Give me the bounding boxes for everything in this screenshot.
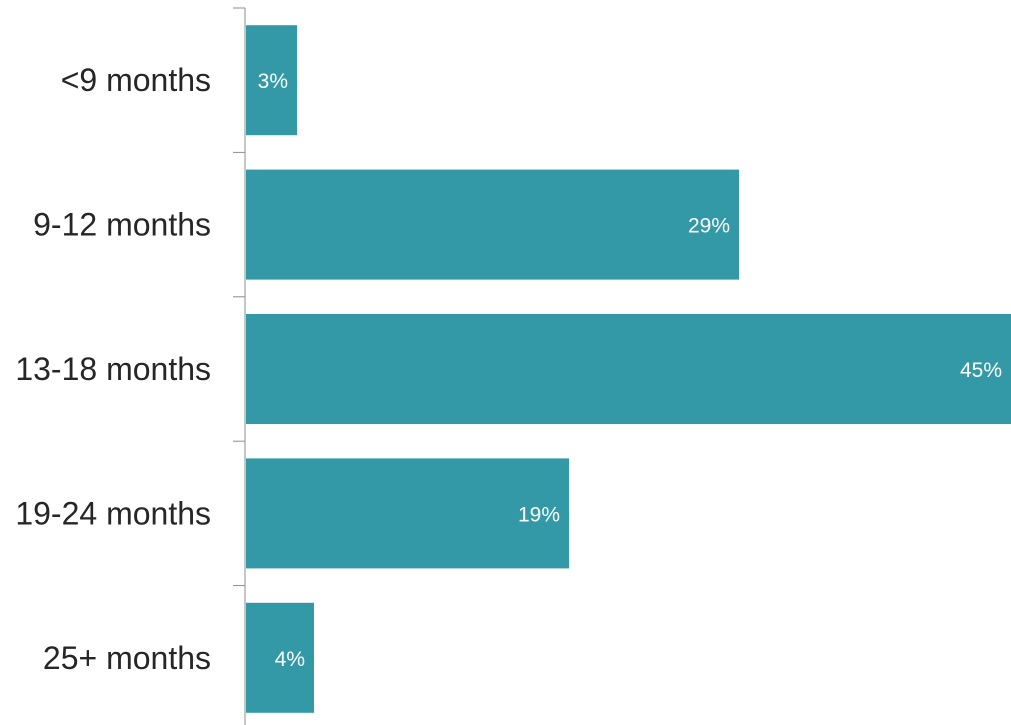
labels-group: <9 months 3% 9-12 months 29% 13-18 months 45%…	[15, 62, 1002, 676]
bar	[246, 25, 297, 136]
bar	[246, 458, 569, 569]
value-label: 29%	[688, 215, 730, 238]
category-axis	[233, 7, 246, 725]
category-label: 19-24 months	[15, 495, 211, 531]
category-label: 25+ months	[43, 640, 211, 676]
bar	[246, 314, 1011, 424]
bar	[246, 169, 739, 280]
value-label: 3%	[258, 70, 288, 93]
value-label: 4%	[275, 648, 305, 671]
bars-group	[246, 25, 1011, 713]
category-label: 9-12 months	[33, 207, 211, 243]
category-label: 13-18 months	[15, 351, 211, 387]
value-label: 45%	[960, 359, 1002, 382]
value-label: 19%	[518, 503, 560, 526]
category-label: <9 months	[61, 62, 211, 98]
bar	[246, 602, 314, 713]
